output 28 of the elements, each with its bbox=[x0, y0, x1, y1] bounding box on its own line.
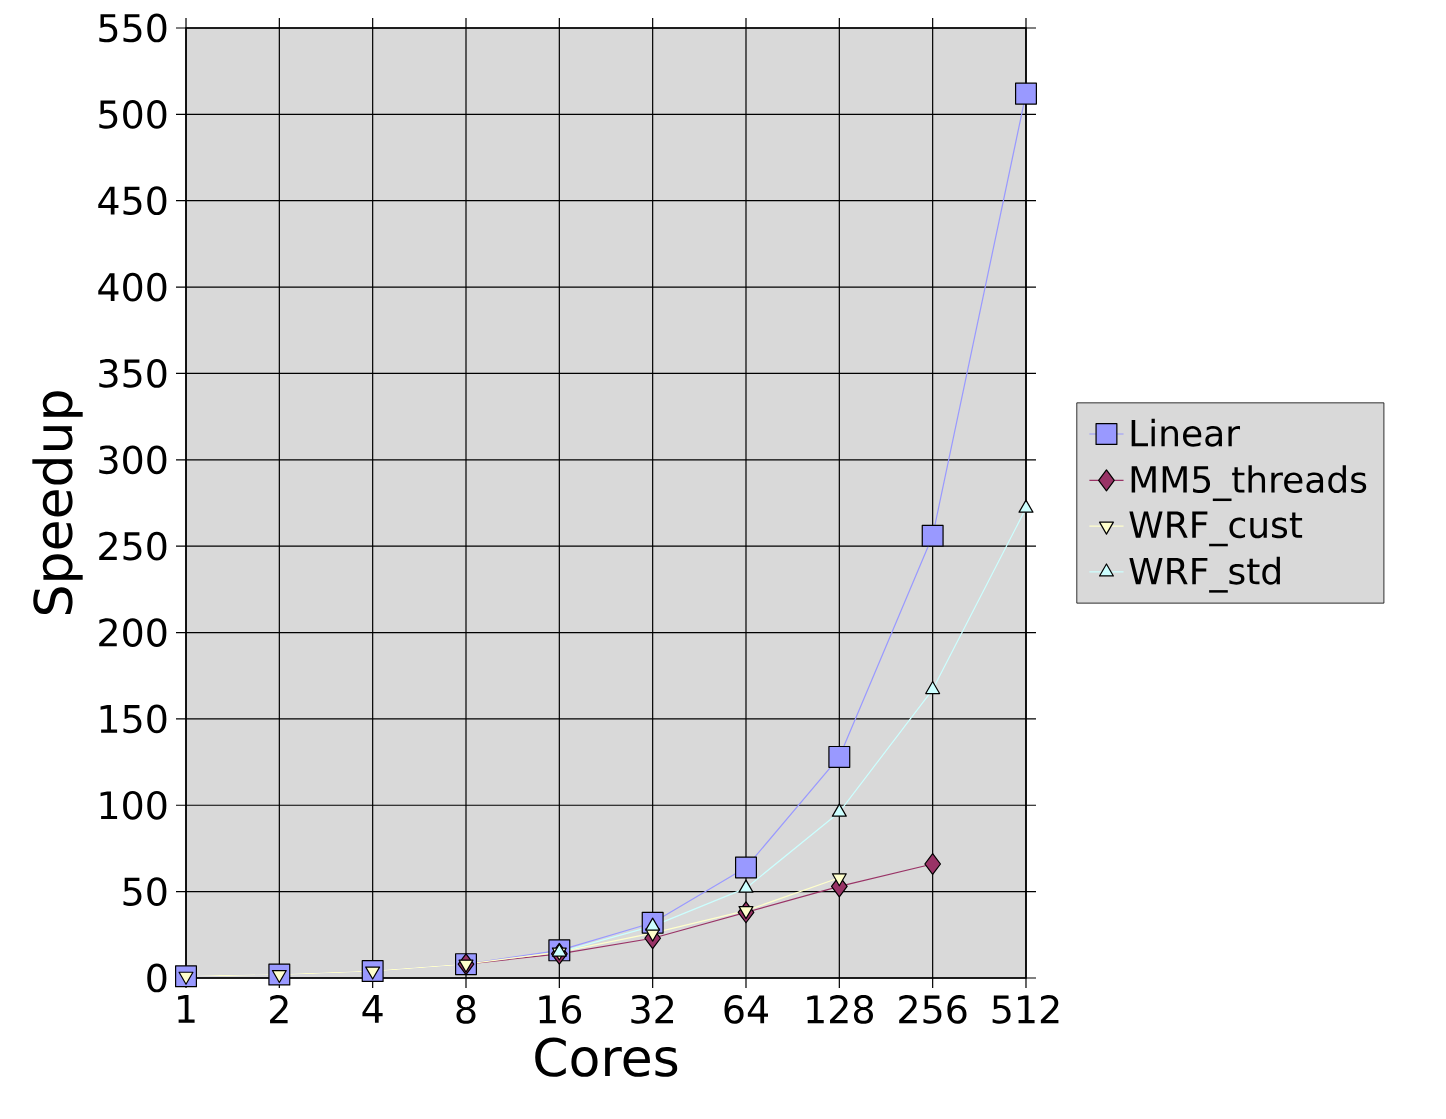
legend-label: WRF_cust bbox=[1129, 511, 1303, 547]
y-tick-label: 450 bbox=[98, 186, 167, 216]
y-tick-label: 200 bbox=[99, 618, 167, 647]
x-tick-label: 32 bbox=[631, 995, 674, 1024]
x-tick-label: 4 bbox=[362, 995, 383, 1023]
x-tick-label: 512 bbox=[992, 995, 1059, 1024]
x-tick-label: 1 bbox=[178, 995, 195, 1023]
y-tick-label: 550 bbox=[99, 13, 167, 43]
x-axis-title: Cores bbox=[535, 1037, 678, 1077]
y-tick-label: 300 bbox=[99, 445, 167, 475]
y-tick-label: 500 bbox=[99, 99, 167, 129]
y-tick-label: 150 bbox=[100, 704, 167, 734]
x-tick-label: 64 bbox=[724, 995, 769, 1024]
legend-label: Linear bbox=[1131, 418, 1241, 447]
x-tick-label: 16 bbox=[539, 995, 582, 1024]
x-tick-label: 2 bbox=[270, 995, 288, 1024]
y-tick-label: 0 bbox=[147, 963, 167, 993]
y-tick-label: 250 bbox=[99, 531, 167, 561]
legend-label: WRF_std bbox=[1129, 556, 1280, 593]
y-tick-label: 400 bbox=[98, 272, 167, 302]
x-tick-label: 256 bbox=[899, 995, 967, 1024]
y-axis-title: Speedup bbox=[32, 391, 83, 615]
y-tick-label: 100 bbox=[100, 790, 167, 820]
x-tick-label: 128 bbox=[807, 995, 873, 1024]
legend-label: MM5_threads bbox=[1131, 465, 1367, 502]
y-tick-label: 350 bbox=[99, 359, 167, 388]
y-tick-label: 50 bbox=[123, 877, 167, 906]
x-tick-label: 8 bbox=[456, 995, 476, 1024]
